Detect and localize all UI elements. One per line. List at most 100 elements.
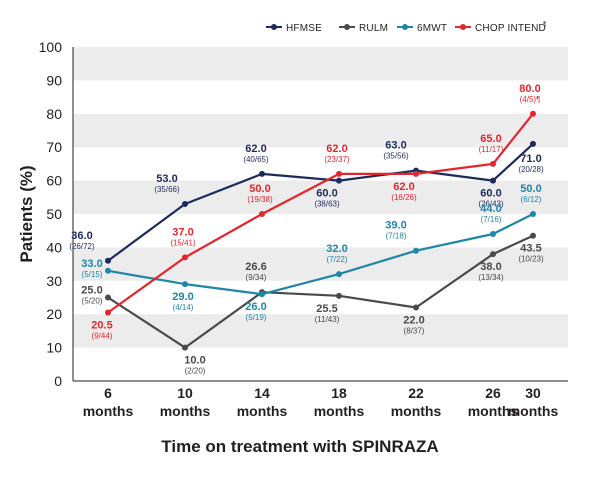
legend-footnote-mark: ¶ [543,22,546,28]
data-label: 44.0 [480,203,501,215]
data-label-fraction: (4/14) [173,303,194,312]
y-tick-label: 100 [39,39,63,55]
y-tick-labels: 0 10 20 30 40 50 60 70 80 90 100 [39,39,63,389]
legend-item-chop-intend: CHOP INTEND¶ [455,22,546,34]
y-tick-label: 30 [46,273,62,289]
x-tick-unit: months [508,403,559,419]
data-point [105,294,111,301]
data-point [490,251,496,258]
data-point [336,292,342,299]
y-tick-label: 80 [46,106,62,122]
data-label: 62.0 [245,143,266,155]
data-point [413,170,419,177]
data-label: 60.0 [480,188,501,200]
data-label: 25.0 [81,285,102,297]
y-axis-title: Patients (%) [17,165,36,262]
data-label: 29.0 [172,291,193,303]
x-tick-unit: months [314,403,365,419]
data-labels: 36.0(26/72)53.0(35/66)62.0(40/65)60.0(38… [69,83,544,376]
series-lines [105,110,536,351]
legend-item-rulm: RULM [339,23,388,34]
data-point [259,291,265,298]
data-label: 39.0 [385,220,406,232]
x-tick-unit: months [468,403,519,419]
data-label-fraction: (6/12) [521,195,542,204]
data-point [105,309,111,316]
y-tick-label: 20 [46,306,62,322]
grid-band [73,314,568,348]
data-label-fraction: (4/5)¶ [520,95,541,104]
data-label-fraction: (7/22) [327,255,348,264]
data-label-fraction: (26/72) [69,242,95,251]
y-tick-label: 10 [46,340,62,356]
legend-marker [402,24,408,30]
data-label: 25.5 [316,303,337,315]
data-point [413,304,419,311]
x-tick-unit: months [391,403,442,419]
data-label: 43.5 [520,243,541,255]
data-label: 20.5 [91,320,112,332]
data-point [182,344,188,351]
data-point [182,281,188,288]
data-label-fraction: (13/34) [478,273,504,282]
data-point [182,200,188,207]
data-point [530,140,536,147]
data-label-fraction: (19/38) [247,195,273,204]
data-point [105,257,111,264]
data-label-fraction: (7/18) [386,232,407,241]
data-label: 65.0 [480,133,501,145]
data-point [530,211,536,217]
data-label: 80.0 [519,83,540,95]
data-label: 71.0 [520,153,541,165]
data-label: 62.0 [326,143,347,155]
data-label-fraction: (8/37) [404,327,425,336]
data-label-fraction: (7/16) [481,215,502,224]
x-tick-label: 18 [331,385,347,401]
x-tick-label: 22 [408,385,424,401]
data-label: 26.0 [245,301,266,313]
data-label-fraction: (11/17) [479,145,504,154]
x-tick-unit: months [160,403,211,419]
x-tick-labels: 6 months 10 months 14 months 18 months 22 months 2… [83,385,559,419]
data-label: 36.0 [71,230,92,242]
legend-marker [460,24,466,30]
data-label: 38.0 [480,261,501,273]
data-point [182,254,188,261]
data-point [105,267,111,274]
data-label-fraction: (9/34) [246,273,267,282]
data-point [336,170,342,177]
x-tick-label: 14 [254,385,270,401]
data-point [336,177,342,184]
data-label-fraction: (35/56) [383,152,409,161]
legend-marker [271,24,277,30]
data-label-fraction: (15/41) [170,238,196,247]
data-label: 60.0 [316,188,337,200]
y-tick-label: 0 [54,373,62,389]
legend-label: HFMSE [286,23,322,34]
data-point [530,110,536,117]
data-label: 37.0 [172,226,193,238]
data-label-fraction: (20/28) [518,165,544,174]
grid-bands [73,47,568,348]
data-point [336,271,342,278]
data-point [530,232,536,239]
x-tick-unit: months [83,403,134,419]
data-label-fraction: (5/15) [82,270,103,279]
y-tick-label: 50 [46,206,62,222]
grid-band [73,180,568,214]
axes [72,47,568,382]
legend-item-hfmse: HFMSE [266,23,322,34]
legend: HFMSE RULM 6MWT CHOP INTEND¶ [266,22,546,34]
x-tick-unit: months [237,403,288,419]
grid-band [73,47,568,81]
data-label-fraction: (5/20) [82,297,103,306]
data-label: 10.0 [184,355,205,367]
legend-item-6mwt: 6MWT [397,23,447,34]
x-tick-label: 30 [525,385,541,401]
data-label-fraction: (35/66) [154,185,180,194]
data-point [259,170,265,177]
grid-band [73,113,568,148]
x-tick-label: 6 [104,385,112,401]
data-point [413,247,419,254]
